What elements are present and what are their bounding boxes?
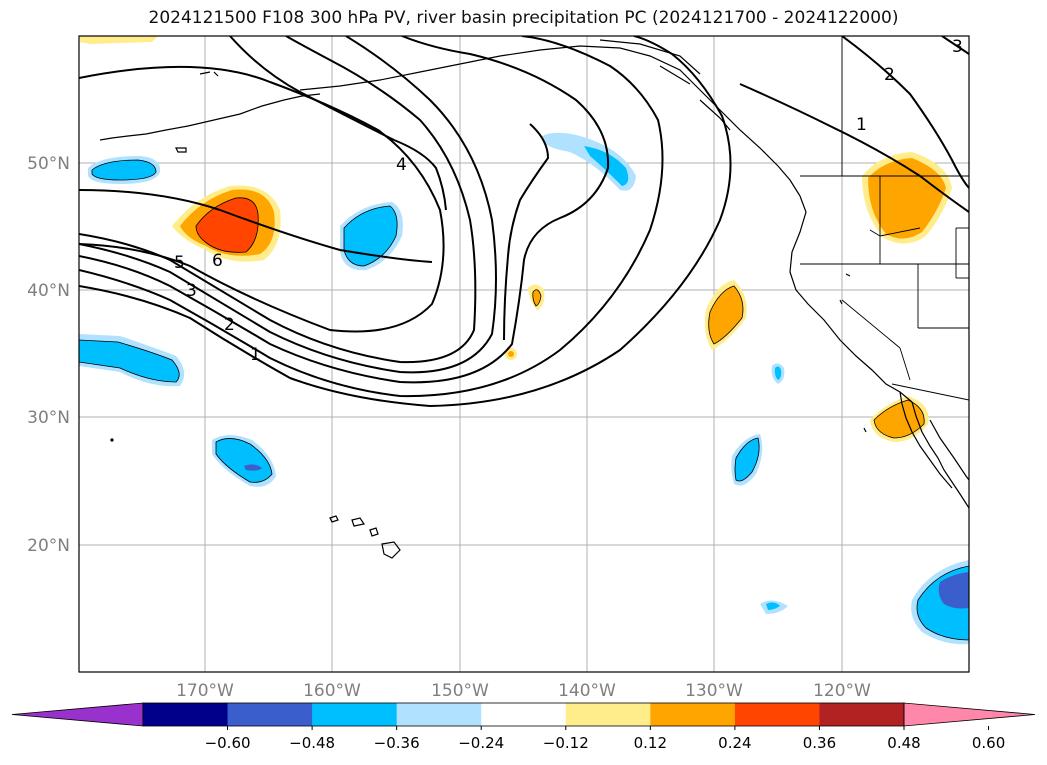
- colorbar-tick-label: −0.36: [374, 734, 420, 752]
- contour-label: 3: [952, 37, 963, 57]
- map-panel: 4 5 6 3 2 1 2 1 3: [79, 36, 969, 672]
- colorbar-segment: [396, 703, 482, 726]
- shade-negative: [735, 438, 760, 481]
- shade-positive: [868, 158, 946, 239]
- colorbar-tick-label: −0.48: [289, 734, 335, 752]
- shade-negative: [92, 160, 156, 180]
- contour-label: 2: [224, 315, 235, 335]
- contour-labels: 4 5 6 3 2 1 2 1 3: [174, 37, 963, 365]
- shade-negative: [774, 366, 782, 380]
- contour-label: 2: [884, 65, 895, 85]
- graticule: [79, 36, 969, 672]
- colorbar: −0.60 −0.48 −0.36 −0.24 −0.12 0.12 0.24 0.36 0.4…: [11, 702, 1036, 752]
- colorbar-tick-label: −0.12: [543, 734, 589, 752]
- shade-negative: [584, 146, 629, 186]
- lat-label: 30°N: [27, 408, 70, 428]
- colorbar-tick-label: 0.48: [887, 734, 920, 752]
- colorbar-segment: [481, 703, 567, 726]
- colorbar-frame: [142, 702, 905, 727]
- map-frame: [78, 35, 970, 673]
- lon-label: 140°W: [558, 681, 616, 701]
- shade-negative: [216, 438, 272, 483]
- colorbar-segment: [565, 703, 651, 726]
- colorbar-tick-label: 0.36: [803, 734, 836, 752]
- borders: [800, 36, 969, 401]
- lat-labels: 50°N 40°N 30°N 20°N: [27, 154, 70, 556]
- contour-label: 1: [250, 345, 261, 365]
- contour-label: 6: [212, 251, 223, 271]
- lat-label: 50°N: [27, 154, 70, 174]
- lon-label: 130°W: [685, 681, 743, 701]
- shade-positive: [532, 289, 541, 306]
- colorbar-tick-label: 0.12: [634, 734, 667, 752]
- lat-label: 20°N: [27, 536, 70, 556]
- colorbar-tick-label: 0.60: [972, 734, 1005, 752]
- colorbar-tick-label: 0.24: [718, 734, 751, 752]
- contour-label: 3: [186, 281, 197, 301]
- contour-label: 4: [396, 155, 407, 175]
- shade-negative: [766, 602, 780, 610]
- shade-negative: [79, 340, 180, 382]
- colorbar-segment: [650, 703, 736, 726]
- lat-label: 40°N: [27, 281, 70, 301]
- coastlines: [99, 39, 969, 559]
- colorbar-segment: [143, 703, 229, 726]
- shade-negative: [344, 206, 398, 266]
- shade-outlines: [79, 159, 969, 641]
- shade-positive: [874, 400, 925, 438]
- lon-label: 150°W: [431, 681, 489, 701]
- pv-contours: [79, 36, 969, 408]
- shade-positive: [196, 197, 259, 253]
- contour-label: 5: [174, 253, 185, 273]
- map-title: 2024121500 F108 300 hPa PV, river basin …: [148, 8, 899, 28]
- shade-positive: [80, 36, 158, 44]
- colorbar-extend-min: [11, 702, 144, 727]
- colorbar-segment: [734, 703, 820, 726]
- lon-label: 120°W: [813, 681, 871, 701]
- contour-label: 1: [856, 115, 867, 135]
- colorbar-segment: [819, 703, 905, 726]
- colorbar-segment: [227, 703, 313, 726]
- lon-label: 160°W: [303, 681, 361, 701]
- shade-negative: [938, 572, 969, 609]
- shade-positive: [708, 286, 743, 344]
- shade-negative: [244, 464, 262, 471]
- colorbar-segment: [312, 703, 398, 726]
- lon-labels: 170°W 160°W 150°W 140°W 130°W 120°W: [176, 681, 871, 701]
- colorbar-tick-label: −0.24: [458, 734, 504, 752]
- lon-label: 170°W: [176, 681, 234, 701]
- colorbar-tick-label: −0.60: [205, 734, 251, 752]
- colorbar-extend-max: [903, 702, 1036, 727]
